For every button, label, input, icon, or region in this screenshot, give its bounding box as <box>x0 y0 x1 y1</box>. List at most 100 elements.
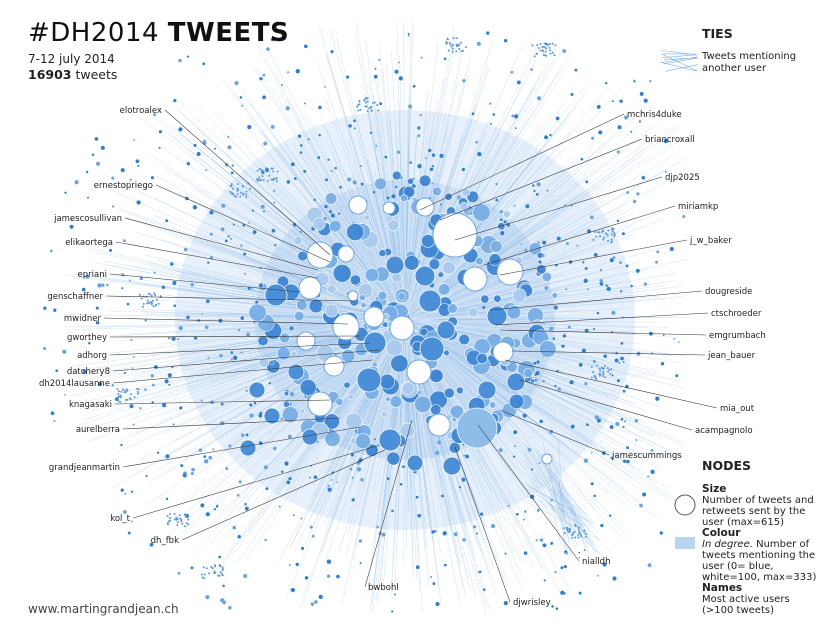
core-node <box>345 412 363 430</box>
minor-node <box>650 469 655 474</box>
cluster-node <box>125 390 128 393</box>
minor-node <box>430 576 432 578</box>
cluster-node <box>135 387 138 390</box>
minor-node <box>539 419 543 424</box>
cluster-node <box>183 513 186 516</box>
core-node <box>386 451 401 466</box>
minor-node <box>647 475 650 478</box>
user-label-elikaortega: elikaortega <box>65 238 113 248</box>
minor-node <box>489 122 493 126</box>
minor-node <box>656 250 660 254</box>
leader-briancroxall <box>439 138 643 221</box>
cluster-node <box>146 302 149 305</box>
user-label-aurelberra: aurelberra <box>76 425 120 435</box>
minor-node <box>570 424 575 429</box>
minor-node <box>622 425 625 428</box>
cluster-node <box>129 398 132 401</box>
core-node <box>551 292 558 299</box>
minor-node <box>304 576 309 580</box>
cluster-node <box>159 295 162 298</box>
minor-node <box>318 133 321 137</box>
minor-node <box>617 125 622 130</box>
minor-node <box>190 566 194 570</box>
minor-node <box>91 153 95 156</box>
core-node <box>488 253 502 266</box>
major-node-blue <box>436 320 456 340</box>
minor-node <box>178 58 182 63</box>
tweet-count-suffix: tweets <box>71 67 118 82</box>
minor-node <box>324 86 326 88</box>
colour-description: In degree. Number of tweets mentioning t… <box>702 539 824 583</box>
cluster-node <box>571 536 574 539</box>
minor-node <box>326 559 332 564</box>
cluster-node <box>240 191 243 194</box>
minor-node <box>442 531 447 536</box>
minor-node <box>144 319 147 322</box>
leader-mia_out <box>504 359 718 409</box>
minor-node <box>161 285 166 289</box>
minor-node <box>133 139 136 141</box>
core-node <box>296 299 308 311</box>
minor-node <box>522 413 527 418</box>
major-node-blue <box>456 407 498 449</box>
minor-node <box>132 355 135 358</box>
minor-node <box>43 306 47 310</box>
minor-node <box>53 308 57 312</box>
minor-node <box>605 284 608 287</box>
minor-node <box>200 399 203 402</box>
minor-node <box>616 379 621 383</box>
minor-node <box>290 587 296 593</box>
cluster-node <box>549 49 552 52</box>
minor-node <box>173 98 177 103</box>
minor-node <box>204 459 209 464</box>
core-node <box>258 357 270 368</box>
core-node <box>530 378 536 384</box>
minor-node <box>327 487 332 492</box>
cluster-node <box>202 566 205 569</box>
minor-node <box>213 508 217 511</box>
cluster-node <box>563 527 566 530</box>
minor-node <box>562 49 567 53</box>
minor-node <box>512 455 516 458</box>
core-node <box>541 271 553 283</box>
colour-legend-swatch <box>675 537 695 549</box>
minor-node <box>384 155 388 159</box>
minor-node <box>290 392 295 397</box>
minor-node <box>531 44 534 47</box>
minor-node <box>120 488 124 492</box>
minor-node <box>136 200 141 205</box>
cluster-node <box>151 302 154 305</box>
cluster-node <box>610 368 613 371</box>
leader-jamescummings <box>499 409 610 456</box>
major-node-blue <box>406 454 424 472</box>
cluster-node <box>242 193 245 196</box>
leader-nialldh <box>477 424 580 562</box>
minor-node <box>207 356 210 360</box>
cluster-node <box>357 109 360 112</box>
minor-node <box>664 170 667 173</box>
minor-node <box>611 100 614 103</box>
leader-dougreside <box>489 290 703 311</box>
core-node <box>290 350 297 357</box>
minor-node <box>546 189 549 192</box>
title-hashtag: #DH2014 <box>28 18 160 48</box>
minor-node <box>603 354 607 358</box>
minor-node <box>139 407 142 410</box>
minor-node <box>461 477 466 482</box>
title-bold: TWEETS <box>167 18 290 48</box>
core-node <box>386 339 404 357</box>
minor-node <box>428 196 431 200</box>
minor-node <box>544 135 549 140</box>
cluster-node <box>126 389 129 392</box>
minor-node <box>97 283 102 288</box>
cluster-node <box>366 109 369 112</box>
cluster-node <box>577 528 580 531</box>
minor-node <box>488 102 492 105</box>
cluster-node <box>461 49 464 52</box>
minor-node <box>619 261 622 265</box>
cluster-node <box>458 44 461 47</box>
core-node <box>508 393 525 410</box>
minor-node <box>336 574 340 579</box>
minor-node <box>583 458 589 463</box>
minor-node <box>287 434 292 439</box>
